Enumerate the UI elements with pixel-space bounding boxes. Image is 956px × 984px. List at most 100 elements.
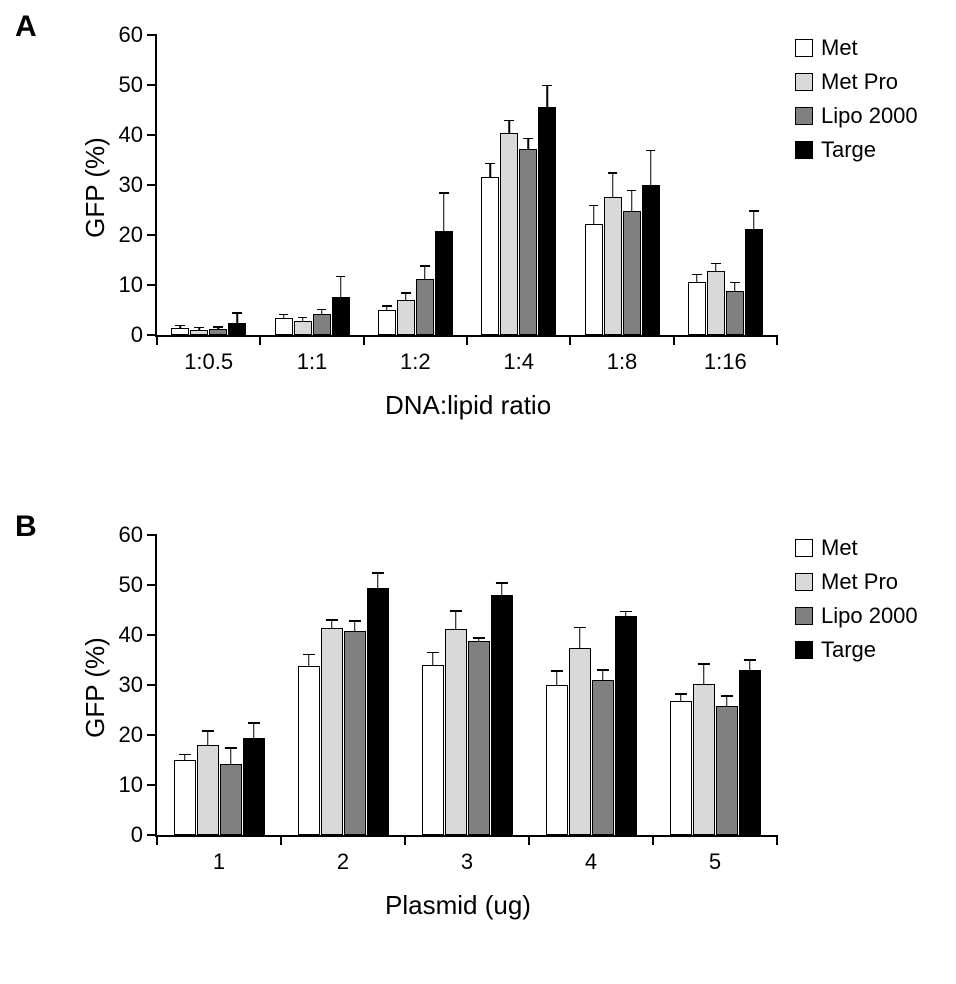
error-cap: [426, 652, 438, 654]
panel-b: B010203040506012345GFP (%)Plasmid (ug)Me…: [0, 500, 956, 980]
error-cap: [573, 627, 585, 629]
legend-swatch: [795, 573, 813, 591]
bar: [298, 666, 320, 835]
error-cap: [449, 610, 461, 612]
plot-area: 010203040506012345: [155, 535, 777, 837]
x-tick: [776, 335, 778, 345]
y-tick: [147, 184, 157, 186]
y-tick-label: 20: [119, 722, 143, 748]
error-bar: [527, 138, 529, 149]
error-bar: [753, 211, 755, 229]
bar: [243, 738, 265, 836]
error-bar: [631, 190, 633, 211]
error-bar: [680, 694, 682, 701]
y-tick-label: 50: [119, 72, 143, 98]
bar: [435, 231, 453, 336]
x-tick: [280, 835, 282, 845]
error-cap: [627, 190, 637, 192]
error-bar: [331, 620, 333, 629]
error-cap: [523, 138, 533, 140]
bar: [670, 701, 692, 836]
legend: Met Met Pro Lipo 2000 Targe: [795, 535, 918, 671]
legend-item: Targe: [795, 637, 918, 663]
panel-label: A: [15, 10, 37, 44]
error-cap: [692, 274, 702, 276]
y-tick-label: 60: [119, 22, 143, 48]
y-tick-label: 0: [131, 322, 143, 348]
error-cap: [674, 693, 686, 695]
x-tick-label: 1: [213, 849, 225, 875]
x-tick-label: 1:4: [503, 349, 534, 375]
bar: [491, 595, 513, 835]
y-tick: [147, 584, 157, 586]
legend-swatch: [795, 73, 813, 91]
error-cap: [175, 325, 185, 327]
bar: [604, 197, 622, 336]
error-cap: [224, 747, 236, 749]
legend-label: Met: [821, 535, 858, 561]
x-tick: [156, 335, 158, 345]
y-tick: [147, 734, 157, 736]
y-tick: [147, 784, 157, 786]
plot-area: 01020304050601:0.51:11:21:41:81:16: [155, 35, 777, 337]
error-cap: [542, 85, 552, 87]
legend-item: Lipo 2000: [795, 103, 918, 129]
bar: [538, 107, 556, 336]
x-tick: [652, 835, 654, 845]
legend-item: Lipo 2000: [795, 603, 918, 629]
bar: [313, 314, 331, 336]
error-cap: [279, 314, 289, 316]
error-bar: [501, 583, 503, 596]
x-tick-label: 1:8: [607, 349, 638, 375]
error-bar: [455, 611, 457, 630]
bar: [445, 629, 467, 835]
legend-item: Met Pro: [795, 569, 918, 595]
bar: [569, 648, 591, 835]
bar: [500, 133, 518, 335]
legend-swatch: [795, 107, 813, 125]
bar: [171, 328, 189, 335]
bar: [416, 279, 434, 336]
legend-swatch: [795, 607, 813, 625]
y-axis-title: GFP (%): [80, 637, 111, 738]
bar: [332, 297, 350, 335]
error-bar: [734, 282, 736, 291]
legend-label: Lipo 2000: [821, 103, 918, 129]
legend-label: Lipo 2000: [821, 603, 918, 629]
y-tick-label: 40: [119, 122, 143, 148]
x-tick: [528, 835, 530, 845]
y-tick: [147, 684, 157, 686]
error-bar: [432, 652, 434, 665]
error-bar: [546, 85, 548, 107]
error-cap: [336, 276, 346, 278]
x-tick-label: 2: [337, 849, 349, 875]
error-cap: [298, 317, 308, 319]
bar: [642, 185, 660, 335]
error-cap: [749, 210, 759, 212]
x-tick: [466, 335, 468, 345]
bar: [344, 631, 366, 835]
error-bar: [236, 313, 238, 323]
legend-item: Met Pro: [795, 69, 918, 95]
error-bar: [579, 627, 581, 648]
error-cap: [232, 312, 242, 314]
x-tick-label: 1:2: [400, 349, 431, 375]
y-tick-label: 0: [131, 822, 143, 848]
y-tick: [147, 84, 157, 86]
error-bar: [253, 723, 255, 738]
error-bar: [508, 120, 510, 133]
error-cap: [504, 120, 514, 122]
error-bar: [726, 696, 728, 706]
bar: [228, 323, 246, 336]
error-bar: [556, 671, 558, 685]
error-bar: [340, 276, 342, 297]
bar: [693, 684, 715, 835]
bar: [585, 224, 603, 336]
error-bar: [650, 150, 652, 185]
legend-label: Targe: [821, 637, 876, 663]
legend-item: Met: [795, 35, 918, 61]
x-tick: [363, 335, 365, 345]
error-cap: [317, 309, 327, 311]
y-tick: [147, 234, 157, 236]
bar: [367, 588, 389, 836]
